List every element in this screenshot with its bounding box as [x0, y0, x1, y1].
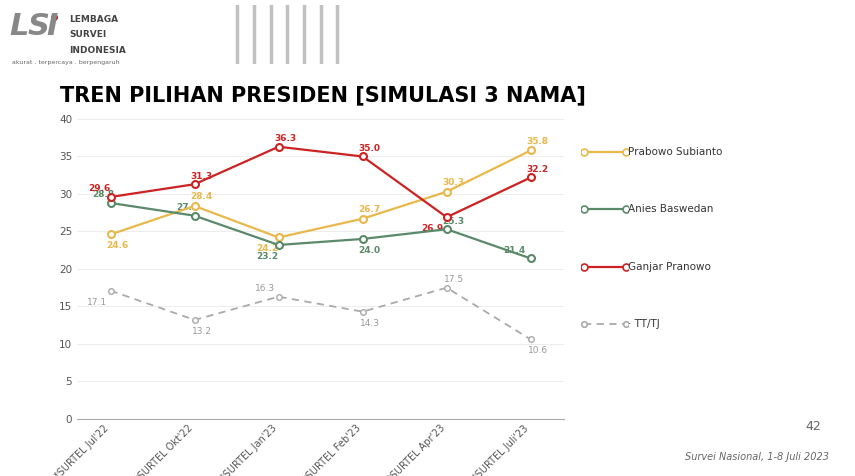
Text: 13.2: 13.2 [192, 327, 211, 336]
Text: 29.6: 29.6 [88, 184, 110, 193]
Text: INDONESIA: INDONESIA [69, 46, 127, 55]
Text: 16.3: 16.3 [255, 284, 274, 293]
Text: 42: 42 [805, 420, 821, 433]
Text: 24.6: 24.6 [106, 241, 128, 250]
Text: 26.7: 26.7 [358, 205, 380, 214]
Text: I: I [46, 12, 57, 41]
Text: 36.3: 36.3 [274, 134, 297, 143]
Text: 25.3: 25.3 [443, 217, 464, 226]
Text: 26.9: 26.9 [422, 224, 444, 233]
Text: 35.8: 35.8 [527, 137, 549, 146]
Text: 31.3: 31.3 [191, 172, 213, 181]
Text: Ganjar Pranowo: Ganjar Pranowo [628, 261, 711, 272]
Text: TREN PILIHAN PRESIDEN [SIMULASI 3 NAMA]: TREN PILIHAN PRESIDEN [SIMULASI 3 NAMA] [60, 86, 586, 106]
Text: 30.3: 30.3 [443, 178, 464, 187]
Text: 23.2: 23.2 [256, 252, 279, 261]
Text: L: L [9, 12, 28, 41]
Text: 14.3: 14.3 [360, 318, 380, 327]
Text: LEMBAGA: LEMBAGA [69, 15, 118, 24]
Text: 17.5: 17.5 [444, 275, 463, 284]
Text: 24.2: 24.2 [256, 244, 279, 253]
Text: Survei Nasional, 1-8 Juli 2023: Survei Nasional, 1-8 Juli 2023 [686, 452, 829, 462]
Text: SURVEI: SURVEI [69, 30, 107, 40]
Text: 28.4: 28.4 [191, 192, 213, 201]
Text: Prabowo Subianto: Prabowo Subianto [628, 147, 722, 158]
Text: Anies Baswedan: Anies Baswedan [628, 204, 714, 215]
Text: · TT/TJ: · TT/TJ [628, 318, 660, 329]
Text: 21.4: 21.4 [503, 246, 525, 255]
Text: 28.8: 28.8 [92, 190, 115, 199]
Text: 10.6: 10.6 [528, 347, 548, 355]
Text: 27.1: 27.1 [176, 203, 198, 212]
Text: 32.2: 32.2 [527, 165, 549, 174]
Text: 24.0: 24.0 [358, 246, 380, 255]
Text: akurat . terpercaya . berpengaruh: akurat . terpercaya . berpengaruh [12, 60, 119, 65]
Text: 17.1: 17.1 [86, 298, 107, 307]
Text: S: S [27, 12, 50, 41]
Text: 35.0: 35.0 [358, 144, 380, 153]
